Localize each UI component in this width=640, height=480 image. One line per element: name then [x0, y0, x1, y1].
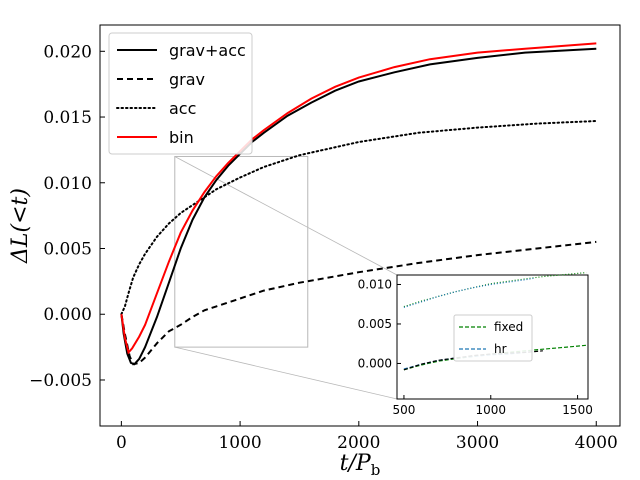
inset-panel: 500 1000 1500 0.000 0.005 0.010 fixed hr [358, 272, 593, 417]
x-tick-label: 2000 [337, 433, 380, 453]
legend-label: grav [169, 70, 205, 89]
legend-label: bin [169, 128, 194, 147]
y-tick-label: 0.010 [43, 174, 92, 194]
inset-series-acc-hr [403, 277, 535, 308]
y-tick-label: 0.015 [43, 108, 92, 128]
x-axis-label-t: t/P [340, 451, 372, 476]
x-tick-label: 4000 [575, 433, 618, 453]
y-tick-label: 0.020 [43, 42, 92, 62]
y-tick-label: 0.000 [43, 305, 92, 325]
zoom-connector-bottom [174, 346, 398, 400]
legend-label: acc [169, 99, 196, 118]
axes-frame [99, 24, 621, 427]
y-tick-label: 0.005 [43, 240, 92, 260]
series-line-grav [120, 240, 597, 366]
legend-box [108, 32, 253, 155]
inset-x-tick-label: 500 [392, 403, 415, 417]
y-axis-label: ΔL(<t) [8, 188, 33, 264]
x-axis-label: t/Pb [340, 451, 381, 479]
x-tick-label: 1000 [218, 433, 261, 453]
x-tick-label: 0 [116, 433, 127, 453]
legend-label: grav+acc [169, 41, 246, 60]
series-line-bin [120, 42, 597, 355]
zoom-box [174, 155, 309, 348]
inset-y-tick-label: 0.000 [358, 356, 392, 370]
x-tick-label: 3000 [456, 433, 499, 453]
zoom-indicator-layer [174, 155, 398, 400]
inset-legend-label: fixed [494, 320, 523, 334]
inset-x-tick-label: 1000 [475, 403, 506, 417]
series-layer [120, 42, 598, 366]
main-legend: grav+acc grav acc bin [108, 32, 253, 155]
inset-x-tick-label: 1500 [562, 403, 593, 417]
y-tick-label: −0.005 [29, 371, 92, 391]
x-axis-label-sub: b [371, 461, 381, 479]
inset-y-tick-label: 0.010 [358, 277, 392, 291]
ticks-layer: 0 1000 2000 3000 4000 −0.005 0.000 0.005 0.010 0.… [29, 42, 618, 453]
inset-y-tick-label: 0.005 [358, 317, 392, 331]
zoom-connector-top [174, 156, 398, 276]
inset-legend-label: hr [494, 342, 507, 356]
